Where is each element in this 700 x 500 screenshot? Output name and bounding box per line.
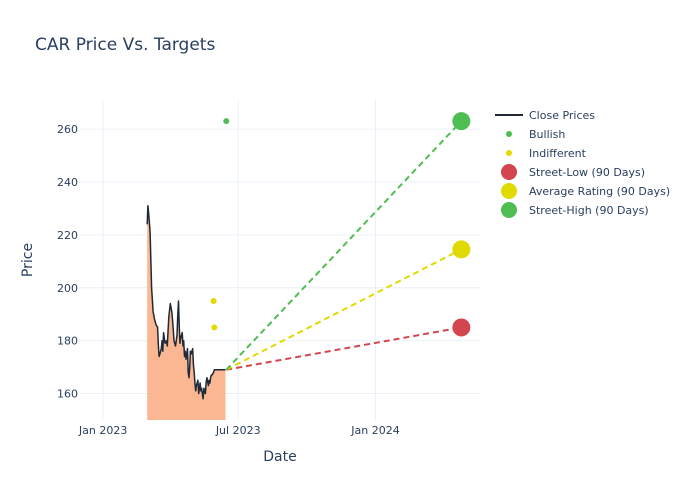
- y-tick-label: 160: [57, 388, 78, 401]
- legend-item-street-high-90-days[interactable]: Street-High (90 Days): [501, 202, 649, 218]
- gridlines: [80, 100, 480, 420]
- x-tick-label: Jan 2023: [78, 424, 127, 437]
- legend-swatch: [506, 131, 512, 137]
- average-rating-90-days-target-point: [452, 240, 471, 259]
- area-layer: [147, 205, 226, 420]
- close-price-area: [147, 205, 226, 420]
- street-high-90-days-target-line: [225, 120, 463, 371]
- legend-swatch: [501, 164, 517, 180]
- bullish-point: [223, 118, 230, 125]
- line-layer: [146, 205, 226, 400]
- x-tick-label: Jan 2024: [350, 424, 399, 437]
- y-tick-label: 200: [57, 282, 78, 295]
- average-rating-90-days-target-line: [225, 248, 462, 371]
- legend-label: Indifferent: [529, 147, 587, 160]
- legend-label: Street-High (90 Days): [529, 204, 649, 217]
- street-low-90-days-target-point: [452, 318, 471, 337]
- legend-swatch: [501, 183, 517, 199]
- indifferent-point: [211, 324, 218, 331]
- legend-item-street-low-90-days[interactable]: Street-Low (90 Days): [501, 164, 645, 180]
- legend-item-indifferent[interactable]: Indifferent: [506, 147, 587, 160]
- legend-item-average-rating-90-days[interactable]: Average Rating (90 Days): [501, 183, 670, 199]
- legend-label: Street-Low (90 Days): [529, 166, 645, 179]
- indifferent-point: [210, 297, 217, 304]
- x-axis-label: Date: [263, 449, 296, 465]
- x-tick-label: Jul 2023: [215, 424, 261, 437]
- y-axis-label: Price: [20, 243, 36, 277]
- marker-layer: [210, 112, 471, 337]
- legend-swatch: [506, 150, 512, 156]
- legend-label: Average Rating (90 Days): [529, 185, 670, 198]
- legend[interactable]: Close Prices Bullish Indifferent Street-Low…: [495, 109, 670, 218]
- y-tick-label: 220: [57, 229, 78, 242]
- x-axis-ticks: Jan 2023 Jul 2023 Jan 2024: [78, 424, 400, 437]
- target-layer: [225, 120, 463, 371]
- legend-swatch: [501, 202, 517, 218]
- y-tick-label: 180: [57, 335, 78, 348]
- street-high-90-days-target-point: [452, 112, 471, 131]
- legend-label: Bullish: [529, 128, 565, 141]
- chart-title: CAR Price Vs. Targets: [35, 35, 215, 55]
- legend-item-close-prices[interactable]: Close Prices: [495, 109, 595, 122]
- y-tick-label: 260: [57, 123, 78, 136]
- y-axis-ticks: 160 180 200 220 240 260: [57, 123, 78, 400]
- close-price-line: [146, 205, 226, 400]
- y-tick-label: 240: [57, 176, 78, 189]
- legend-item-bullish[interactable]: Bullish: [506, 128, 565, 141]
- legend-label: Close Prices: [529, 109, 595, 122]
